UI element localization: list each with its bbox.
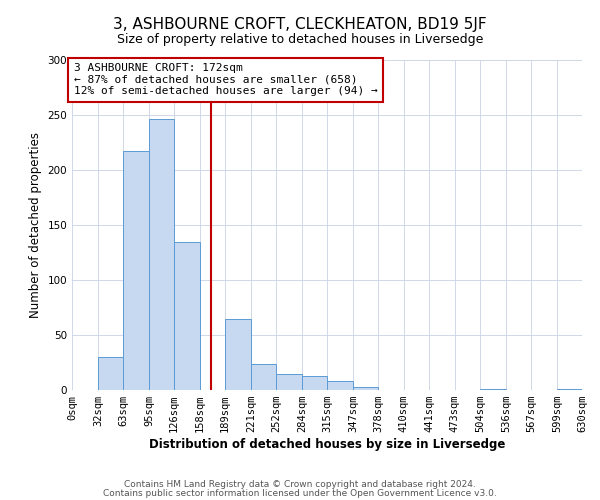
Bar — [149, 120, 174, 390]
Bar — [557, 389, 582, 390]
Bar — [174, 242, 200, 390]
Text: Contains HM Land Registry data © Crown copyright and database right 2024.: Contains HM Land Registry data © Crown c… — [124, 480, 476, 489]
Bar — [225, 318, 251, 390]
Bar — [98, 357, 123, 390]
X-axis label: Distribution of detached houses by size in Liversedge: Distribution of detached houses by size … — [149, 438, 505, 451]
Bar — [123, 152, 149, 390]
Y-axis label: Number of detached properties: Number of detached properties — [29, 132, 42, 318]
Text: 3 ASHBOURNE CROFT: 172sqm
← 87% of detached houses are smaller (658)
12% of semi: 3 ASHBOURNE CROFT: 172sqm ← 87% of detac… — [74, 64, 377, 96]
Bar — [480, 389, 506, 390]
Bar — [251, 364, 276, 390]
Bar — [302, 376, 327, 390]
Text: Contains public sector information licensed under the Open Government Licence v3: Contains public sector information licen… — [103, 488, 497, 498]
Bar — [353, 386, 378, 390]
Bar — [276, 374, 302, 390]
Text: Size of property relative to detached houses in Liversedge: Size of property relative to detached ho… — [117, 32, 483, 46]
Bar — [327, 381, 353, 390]
Text: 3, ASHBOURNE CROFT, CLECKHEATON, BD19 5JF: 3, ASHBOURNE CROFT, CLECKHEATON, BD19 5J… — [113, 18, 487, 32]
